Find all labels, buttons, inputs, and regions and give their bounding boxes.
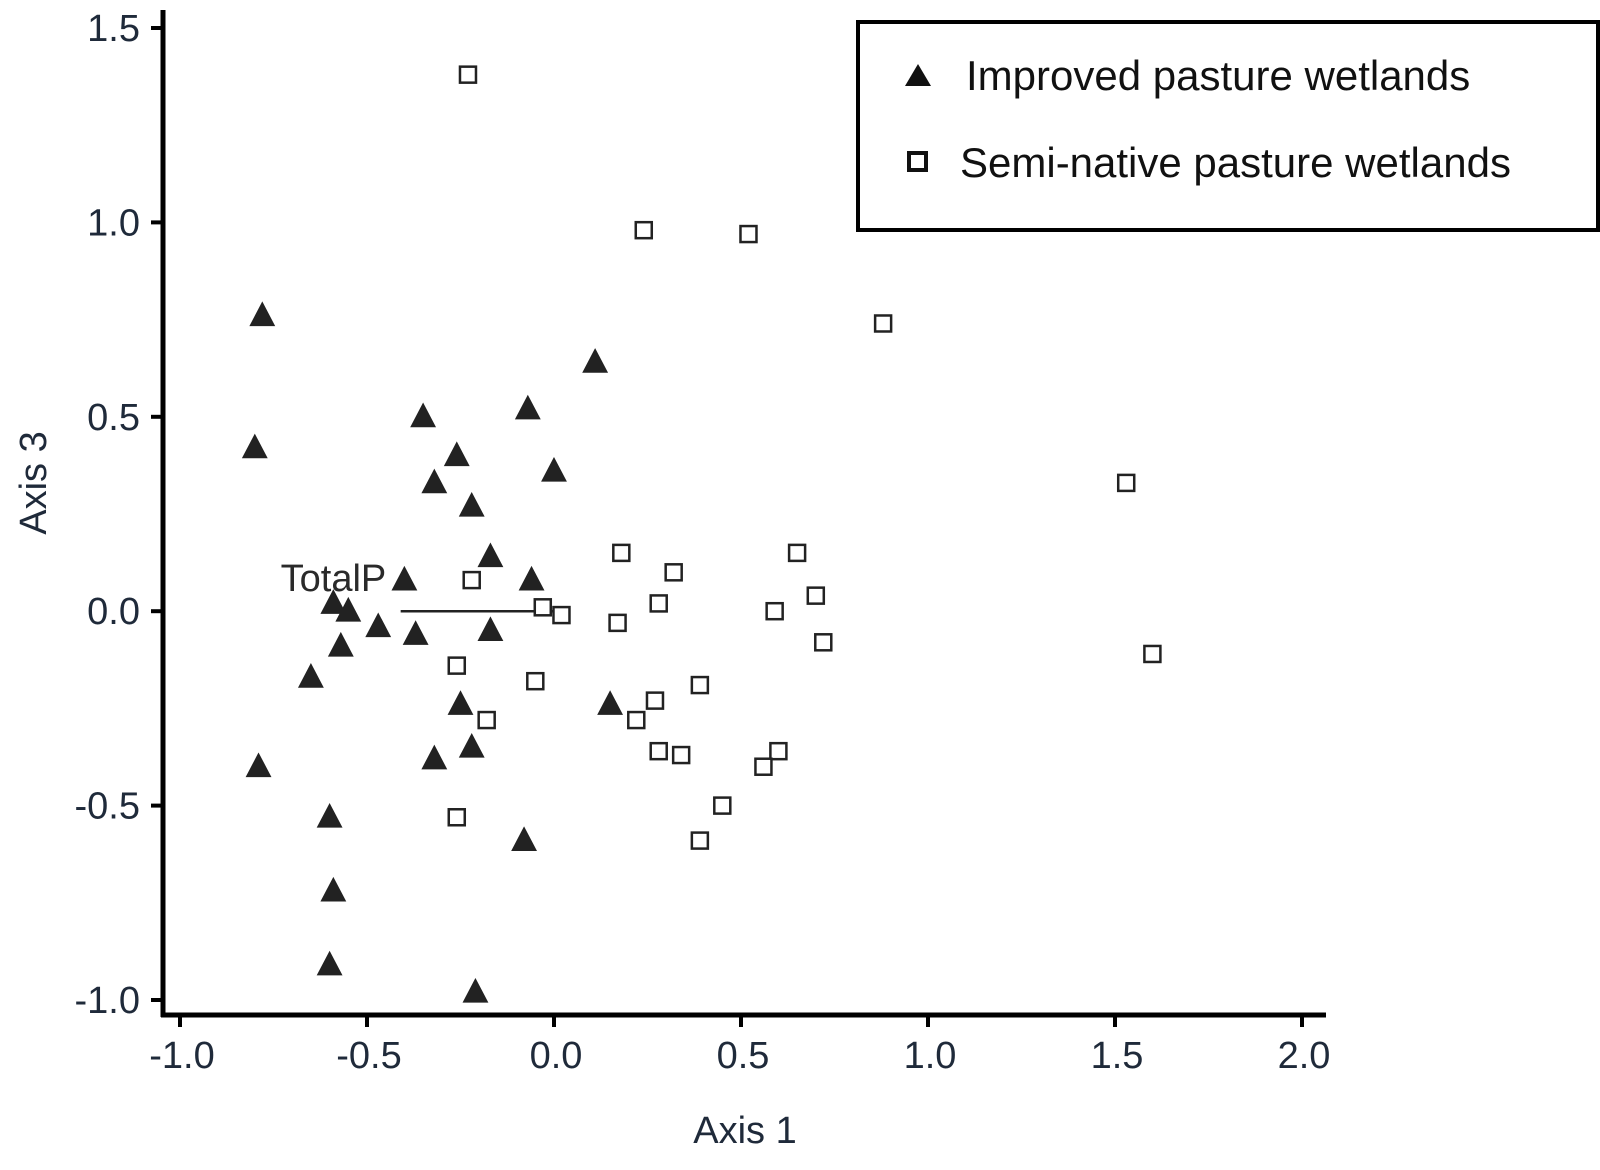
semi-native-pasture-point — [649, 594, 668, 613]
improved-pasture-point — [462, 977, 489, 1003]
semi-native-pasture-point — [713, 796, 732, 815]
x-tick-label: 0.0 — [530, 1035, 583, 1077]
legend: Improved pasture wetlands Semi-native pas… — [856, 20, 1600, 232]
improved-pasture-point — [477, 616, 504, 642]
improved-pasture-point — [447, 690, 474, 715]
improved-pasture-point — [327, 631, 354, 657]
improved-pasture-point — [458, 733, 485, 758]
semi-native-pasture-point — [671, 745, 691, 765]
x-tick-label: -1.0 — [149, 1035, 214, 1077]
semi-native-pasture-point — [612, 543, 631, 563]
improved-pasture-point — [391, 565, 418, 591]
semi-native-pasture-point — [754, 757, 773, 776]
y-tick-label: -1.0 — [75, 980, 140, 1022]
semi-native-pasture-point — [1143, 644, 1162, 664]
semi-native-pasture-point — [447, 656, 467, 675]
y-ticks: -1.0 -0.5 0.0 0.5 1.0 1.5 — [75, 8, 163, 1022]
semi-native-pasture-point — [814, 633, 833, 652]
semi-native-pasture-point — [627, 710, 646, 730]
improved-pasture-point — [421, 468, 448, 494]
semi-native-pasture-point — [649, 741, 668, 761]
improved-pasture-point — [316, 950, 343, 976]
semi-native-pasture-point — [787, 543, 807, 563]
y-tick-label: 1.5 — [87, 8, 140, 50]
totalp-vector: TotalP — [281, 558, 554, 613]
legend-entries: Improved pasture wetlands Semi-native pas… — [905, 52, 1511, 186]
semi-native-pasture-point — [477, 710, 496, 730]
semi-native-pasture-point — [769, 741, 788, 761]
improved-pasture-point — [245, 752, 272, 778]
semi-native-pasture-point — [526, 671, 545, 691]
y-tick-label: 0.0 — [87, 591, 140, 633]
semi-native-pasture-point — [533, 598, 553, 617]
improved-pasture-point — [443, 441, 470, 467]
improved-pasture-point — [518, 565, 545, 591]
x-tick-label: 1.0 — [904, 1035, 957, 1077]
semi-native-pasture-point — [552, 605, 571, 625]
improved-pasture-point — [241, 433, 268, 459]
x-tick-label: 1.5 — [1091, 1035, 1144, 1077]
improved-pasture-point — [320, 876, 347, 902]
y-tick-label: 1.0 — [87, 202, 140, 244]
semi-native-pasture-point — [447, 808, 467, 827]
improved-pasture-point — [402, 620, 429, 645]
x-tick-label: -0.5 — [336, 1035, 401, 1077]
x-ticks: -1.0 -0.5 0.0 0.5 1.0 1.5 2.0 — [149, 1015, 1330, 1077]
semi-native-pasture-point — [1116, 473, 1136, 493]
improved-pasture-point — [514, 394, 541, 420]
improved-pasture-point — [511, 826, 538, 851]
semi-native-pasture-point — [462, 570, 481, 590]
axes — [160, 10, 1326, 1018]
legend-label: Improved pasture wetlands — [966, 52, 1470, 99]
semi-native-pasture-point — [634, 220, 654, 240]
x-tick-label: 0.5 — [717, 1035, 770, 1077]
improved-pasture-point — [541, 456, 567, 482]
semi-native-pasture-point — [806, 586, 826, 605]
x-axis-title: Axis 1 — [693, 1110, 796, 1152]
improved-pasture-point — [335, 596, 362, 622]
semi-native-pasture-point — [690, 831, 710, 850]
improved-pasture-point — [249, 301, 276, 327]
semi-native-pasture-point — [873, 314, 893, 333]
legend-triangle-icon — [905, 64, 931, 86]
semi-native-pasture-point — [690, 675, 710, 695]
legend-box — [856, 20, 1600, 232]
improved-pasture-point — [458, 491, 485, 517]
improved-pasture-point — [477, 542, 504, 568]
legend-square-icon — [907, 151, 928, 172]
semi-native-pasture-point — [645, 691, 665, 710]
semi-native-pasture-point — [765, 601, 784, 621]
semi-native-pasture-point — [458, 65, 478, 84]
x-tick-label: 2.0 — [1278, 1035, 1331, 1077]
y-axis-title: Axis 3 — [13, 431, 55, 534]
improved-pasture-point — [597, 690, 624, 715]
semi-native-pasture-point — [664, 563, 683, 582]
improved-pasture-point — [410, 402, 437, 428]
semi-native-pasture-point — [739, 224, 758, 244]
improved-pasture-point — [320, 589, 347, 614]
y-tick-label: -0.5 — [75, 786, 140, 828]
improved-pasture-point — [316, 802, 343, 828]
semi-native-pasture-point — [608, 613, 627, 633]
improved-pasture-point — [582, 348, 609, 373]
improved-pasture-point — [365, 612, 392, 638]
y-tick-label: 0.5 — [87, 397, 140, 439]
legend-label: Semi-native pasture wetlands — [960, 139, 1511, 186]
data-points — [241, 65, 1162, 1003]
improved-pasture-point — [421, 744, 448, 770]
improved-pasture-point — [297, 663, 324, 688]
